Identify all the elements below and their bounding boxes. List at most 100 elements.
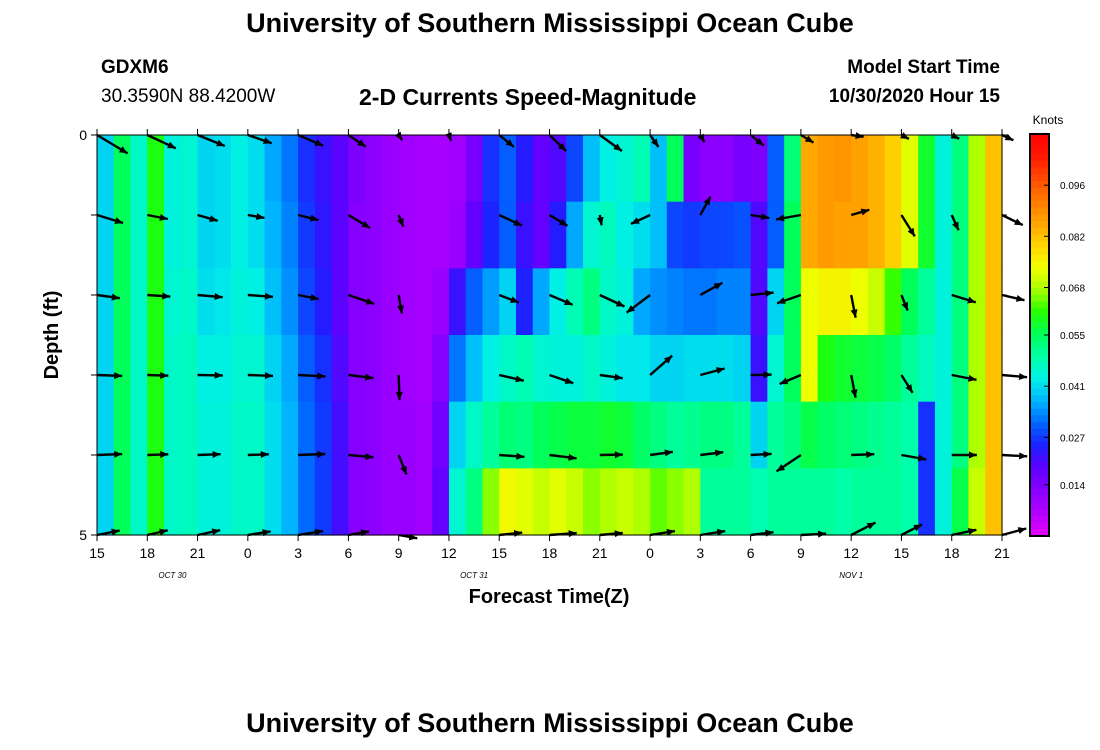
- colorbar-swatch: [1030, 314, 1049, 323]
- heat-cell: [616, 135, 634, 203]
- heat-cell: [733, 201, 752, 269]
- heat-cell: [113, 401, 132, 469]
- heat-cell: [784, 201, 802, 269]
- colorbar-swatch: [1030, 442, 1049, 450]
- arrow-head: [716, 528, 726, 536]
- heat-cell: [180, 135, 199, 203]
- x-tick-label: 21: [592, 545, 608, 561]
- arrow-head: [1014, 218, 1023, 226]
- current-arrow: [700, 449, 724, 457]
- heat-cell: [700, 135, 718, 203]
- heat-cell: [448, 468, 467, 536]
- heat-cell: [281, 135, 299, 203]
- heat-cell: [331, 335, 349, 403]
- current-arrow: [850, 374, 858, 398]
- heat-cell: [314, 401, 333, 469]
- heat-cell: [298, 401, 316, 469]
- arrow-head: [162, 292, 171, 300]
- heat-cell: [515, 401, 534, 469]
- heat-cell: [432, 468, 450, 536]
- x-tick-label: 9: [797, 545, 805, 561]
- current-arrow: [1001, 527, 1027, 537]
- heat-cell: [666, 201, 685, 269]
- heat-cell: [583, 135, 601, 203]
- arrow-head: [666, 528, 675, 536]
- arrow-head: [400, 465, 407, 475]
- heat-cell: [834, 468, 852, 536]
- heat-cell: [130, 401, 148, 469]
- arrow-head: [159, 214, 168, 221]
- heat-cell: [97, 268, 115, 336]
- heat-cell: [901, 268, 919, 336]
- current-arrow: [850, 521, 877, 537]
- heat-cell: [934, 401, 953, 469]
- current-arrow: [197, 371, 223, 379]
- speed-heatmap: [97, 135, 1003, 536]
- heat-cell: [985, 201, 1003, 269]
- heat-cell: [180, 201, 199, 269]
- arrow-head: [703, 196, 711, 206]
- heat-cell: [985, 335, 1003, 403]
- heat-cell: [231, 268, 249, 336]
- heat-cell: [113, 335, 132, 403]
- heat-cell: [113, 268, 132, 336]
- colorbar-swatch: [1030, 361, 1049, 369]
- heat-cell: [448, 335, 467, 403]
- heat-cell: [867, 335, 886, 403]
- heat-cell: [717, 468, 735, 536]
- x-axis-title: Forecast Time(Z): [469, 586, 630, 608]
- current-arrow: [347, 134, 367, 148]
- heat-cell: [951, 335, 970, 403]
- heat-cell: [599, 468, 618, 536]
- colorbar-tick-label: 0.055: [1060, 331, 1085, 342]
- heat-cell: [197, 201, 215, 269]
- heat-cell: [583, 401, 601, 469]
- heat-cell: [884, 201, 903, 269]
- heat-cell: [549, 401, 567, 469]
- heat-cell: [717, 401, 735, 469]
- colorbar-tick-label: 0.014: [1060, 481, 1085, 492]
- arrow-head: [260, 451, 269, 459]
- current-arrow: [247, 133, 273, 145]
- colorbar-swatch: [1030, 489, 1049, 497]
- current-arrow: [197, 133, 226, 148]
- colorbar-swatch: [1030, 435, 1049, 443]
- heat-cell: [298, 335, 316, 403]
- colorbar-swatch: [1030, 509, 1049, 517]
- heat-cell: [482, 201, 500, 269]
- heat-cell: [398, 335, 417, 403]
- heat-cell: [515, 335, 534, 403]
- heat-cell: [532, 401, 551, 469]
- arrow-head: [866, 450, 875, 458]
- colorbar-swatch: [1030, 515, 1049, 524]
- heat-cell: [985, 135, 1003, 203]
- x-tick-label: 18: [944, 545, 960, 561]
- current-arrow: [699, 367, 726, 377]
- heat-cell: [851, 335, 869, 403]
- heat-cell: [532, 468, 551, 536]
- arrow-head: [317, 450, 326, 458]
- heat-cell: [365, 468, 383, 536]
- heat-cell: [97, 401, 115, 469]
- heat-cell: [97, 201, 115, 269]
- current-arrow: [951, 451, 977, 459]
- colorbar-swatch: [1030, 241, 1049, 249]
- current-arrow: [649, 449, 674, 457]
- current-arrow: [96, 293, 121, 301]
- current-arrow: [900, 132, 910, 140]
- arrow-head: [850, 309, 858, 318]
- heat-cell: [247, 401, 266, 469]
- arrow-head: [264, 292, 273, 300]
- arrow-head: [262, 137, 272, 144]
- current-arrow: [96, 372, 123, 380]
- heat-cell: [532, 268, 551, 336]
- heat-cell: [616, 468, 634, 536]
- heat-cell: [465, 335, 484, 403]
- heat-cell: [700, 201, 718, 269]
- heat-cell: [264, 268, 282, 336]
- heat-cell: [733, 335, 752, 403]
- colorbar-tick-label: 0.082: [1060, 232, 1085, 243]
- colorbar-swatch: [1030, 495, 1049, 503]
- heat-cell: [583, 468, 601, 536]
- heat-cell: [482, 335, 500, 403]
